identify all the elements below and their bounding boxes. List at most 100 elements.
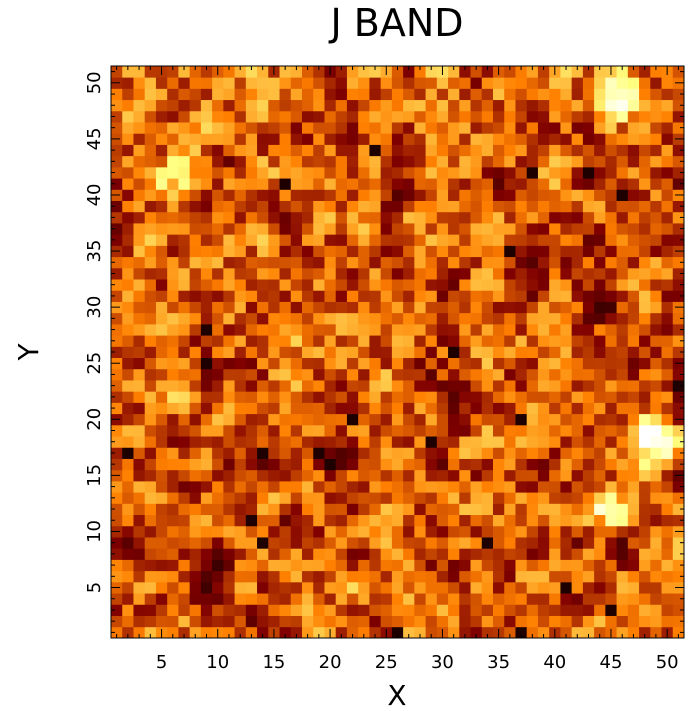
- heatmap-cell: [481, 593, 494, 605]
- heatmap-cell: [526, 77, 539, 89]
- heatmap-cell: [144, 626, 157, 639]
- heatmap-cell: [335, 413, 348, 426]
- heatmap-cell: [133, 380, 146, 392]
- heatmap-cell: [571, 110, 584, 123]
- heatmap-cell: [627, 357, 640, 370]
- heatmap-cell: [594, 245, 606, 258]
- heatmap-cell: [346, 200, 359, 213]
- heatmap-cell: [627, 133, 640, 145]
- heatmap-cell: [504, 88, 516, 101]
- heatmap-cell: [313, 155, 325, 168]
- heatmap-cell: [155, 323, 168, 336]
- heatmap-cell: [605, 323, 617, 336]
- heatmap-cell: [391, 447, 404, 459]
- heatmap-cell: [346, 99, 359, 112]
- heatmap-cell: [436, 570, 449, 583]
- heatmap-cell: [594, 290, 606, 302]
- heatmap-cell: [313, 514, 325, 527]
- heatmap-cell: [672, 110, 685, 123]
- heatmap-cell: [358, 223, 370, 235]
- heatmap-cell: [346, 559, 359, 572]
- heatmap-cell: [234, 559, 247, 572]
- heatmap-cell: [335, 290, 348, 302]
- heatmap-cell: [111, 559, 123, 572]
- heatmap-cell: [133, 480, 146, 493]
- heatmap-cell: [302, 279, 314, 291]
- heatmap-cell: [504, 413, 516, 426]
- heatmap-cell: [448, 570, 460, 583]
- heatmap-cell: [639, 245, 651, 258]
- heatmap-cell: [223, 346, 235, 359]
- heatmap-cell: [594, 77, 606, 89]
- heatmap-cell: [414, 245, 426, 258]
- heatmap-cell: [470, 424, 483, 437]
- heatmap-cell: [448, 626, 460, 639]
- heatmap-cell: [212, 559, 224, 572]
- heatmap-cell: [470, 357, 483, 370]
- heatmap-cell: [167, 189, 179, 201]
- heatmap-cell: [155, 548, 168, 560]
- heatmap-cell: [672, 436, 685, 448]
- heatmap-cell: [212, 290, 224, 302]
- heatmap-cell: [223, 380, 235, 392]
- heatmap-cell: [481, 514, 494, 527]
- heatmap-cell: [155, 447, 168, 459]
- heatmap-cell: [346, 357, 359, 370]
- heatmap-cell: [268, 200, 280, 213]
- heatmap-cell: [605, 402, 617, 415]
- heatmap-cell: [111, 200, 123, 213]
- heatmap-cell: [436, 99, 449, 112]
- heatmap-cell: [212, 503, 224, 516]
- heatmap-cell: [672, 155, 685, 168]
- heatmap-cell: [358, 77, 370, 89]
- heatmap-cell: [133, 335, 146, 347]
- heatmap-cell: [133, 290, 146, 302]
- heatmap-cell: [380, 144, 393, 157]
- heatmap-cell: [493, 570, 505, 583]
- heatmap-cell: [212, 144, 224, 157]
- heatmap-cell: [605, 480, 617, 493]
- heatmap-cell: [526, 66, 539, 78]
- heatmap-cell: [560, 99, 573, 112]
- heatmap-cell: [594, 189, 606, 201]
- heatmap-cell: [268, 144, 280, 157]
- heatmap-cell: [234, 615, 247, 628]
- heatmap-cell: [504, 436, 516, 448]
- heatmap-cell: [436, 380, 449, 392]
- heatmap-cell: [189, 447, 202, 459]
- heatmap-cell: [324, 380, 337, 392]
- heatmap-cell: [549, 559, 561, 572]
- heatmap-cell: [504, 615, 516, 628]
- heatmap-cell: [369, 402, 382, 415]
- heatmap-cell: [515, 77, 528, 89]
- heatmap-cell: [122, 604, 134, 616]
- heatmap-cell: [189, 279, 202, 291]
- heatmap-cell: [549, 593, 561, 605]
- heatmap-cell: [515, 110, 528, 123]
- heatmap-cell: [436, 604, 449, 616]
- heatmap-cell: [178, 548, 191, 560]
- heatmap-cell: [616, 458, 629, 471]
- heatmap-cell: [459, 122, 471, 134]
- heatmap-cell: [313, 368, 325, 381]
- heatmap-cell: [234, 200, 247, 213]
- heatmap-cell: [369, 66, 382, 78]
- heatmap-cell: [122, 357, 134, 370]
- heatmap-cell: [234, 290, 247, 302]
- heatmap-cell: [391, 480, 404, 493]
- heatmap-cell: [515, 503, 528, 516]
- heatmap-cell: [178, 525, 191, 538]
- heatmap-cell: [111, 615, 123, 628]
- heatmap-cell: [605, 368, 617, 381]
- heatmap-cell: [594, 559, 606, 572]
- heatmap-cell: [537, 144, 550, 157]
- heatmap-cell: [582, 267, 595, 280]
- heatmap-cell: [594, 469, 606, 482]
- heatmap-cell: [650, 570, 662, 583]
- heatmap-cell: [672, 256, 685, 269]
- heatmap-cell: [189, 133, 202, 145]
- heatmap-cell: [526, 200, 539, 213]
- heatmap-cell: [414, 279, 426, 291]
- heatmap-cell: [571, 357, 584, 370]
- heatmap-cell: [414, 391, 426, 403]
